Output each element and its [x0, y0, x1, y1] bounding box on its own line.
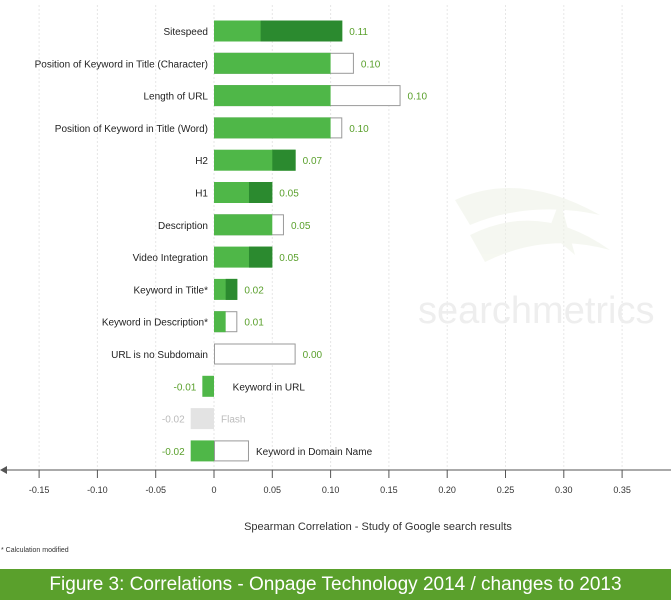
grid-layer: [38, 5, 623, 470]
value-label: 0.10: [408, 92, 428, 103]
value-label: -0.02: [162, 415, 185, 426]
watermark-text: searchmetrics: [418, 290, 655, 332]
bars-layer: [190, 20, 401, 462]
value-label: 0.05: [291, 221, 311, 232]
bar-2014-increase: [248, 246, 273, 268]
category-label: Position of Keyword in Title (Word): [55, 124, 208, 135]
value-label: 0.10: [361, 59, 381, 70]
x-tick-label: 0.25: [497, 485, 515, 495]
value-label: 0.00: [303, 350, 323, 361]
category-label: Video Integration: [133, 253, 208, 264]
bar-2014: [214, 52, 331, 74]
figure-caption: Figure 3: Correlations - Onpage Technolo…: [49, 574, 622, 595]
x-axis: -0.15 -0.10 -0.05 0 0.05 0.10 0.15 0.20 0.25 0.30…: [0, 466, 671, 495]
value-label: 0.05: [279, 189, 299, 200]
bar-2014: [202, 375, 214, 397]
value-label: 0.01: [244, 318, 264, 329]
x-tick-label: -0.10: [87, 485, 108, 495]
x-axis-arrow-icon: [0, 466, 7, 474]
value-label: 0.10: [349, 124, 369, 135]
footnote: * Calculation modified: [1, 547, 69, 554]
category-label: Keyword in URL: [233, 382, 306, 393]
watermark-swoosh-icon: [455, 188, 610, 262]
bar-2014-increase: [248, 182, 273, 203]
value-label: -0.02: [162, 447, 185, 458]
bar-2014: [190, 440, 214, 462]
value-label: 0.07: [303, 156, 323, 167]
category-label: Flash: [221, 415, 245, 426]
bar-2014: [214, 117, 331, 139]
bar-2014-increase: [260, 20, 343, 42]
category-label: Description: [158, 221, 208, 232]
searchmetrics-watermark: searchmetrics: [418, 188, 655, 332]
bar-2014-increase: [272, 149, 296, 171]
labels-layer: Sitespeed 0.11 Position of Keyword in Titl…: [35, 27, 428, 458]
category-label: URL is no Subdomain: [111, 350, 208, 361]
x-tick-label: 0.05: [264, 485, 282, 495]
bar-2014-increase: [225, 278, 238, 300]
x-tick-label: 0: [211, 485, 216, 495]
value-label: 0.11: [349, 27, 368, 38]
x-tick-label: 0.15: [380, 485, 398, 495]
x-tick-label: 0.20: [438, 485, 456, 495]
bar-2014: [214, 85, 331, 107]
category-label: Length of URL: [144, 92, 209, 103]
x-tick-label: 0.10: [322, 485, 340, 495]
figure-caption-bar: Figure 3: Correlations - Onpage Technolo…: [0, 569, 671, 600]
value-label: -0.01: [174, 382, 197, 393]
x-axis-label: Spearman Correlation - Study of Google s…: [244, 521, 512, 533]
correlation-chart: searchmetrics Sitespeed 0.11 Position of K…: [0, 5, 671, 554]
bar-2013: [214, 440, 249, 462]
category-label: Keyword in Title*: [134, 285, 209, 296]
category-label: Sitespeed: [164, 27, 208, 38]
category-label: H1: [195, 189, 208, 200]
x-tick-label: 0.35: [613, 485, 631, 495]
category-label: H2: [195, 156, 208, 167]
bar-2014: [214, 311, 226, 333]
bar-2014: [214, 214, 273, 236]
value-label: 0.05: [279, 253, 299, 264]
x-tick-label: -0.15: [29, 485, 50, 495]
category-label: Keyword in Description*: [102, 318, 208, 329]
x-tick-label: -0.05: [145, 485, 166, 495]
bar-greyed: [190, 408, 214, 430]
category-label: Keyword in Domain Name: [256, 447, 373, 458]
x-tick-label: 0.30: [555, 485, 573, 495]
value-label: 0.02: [244, 285, 264, 296]
category-label: Position of Keyword in Title (Character): [35, 59, 208, 70]
bar-2013: [214, 343, 296, 365]
